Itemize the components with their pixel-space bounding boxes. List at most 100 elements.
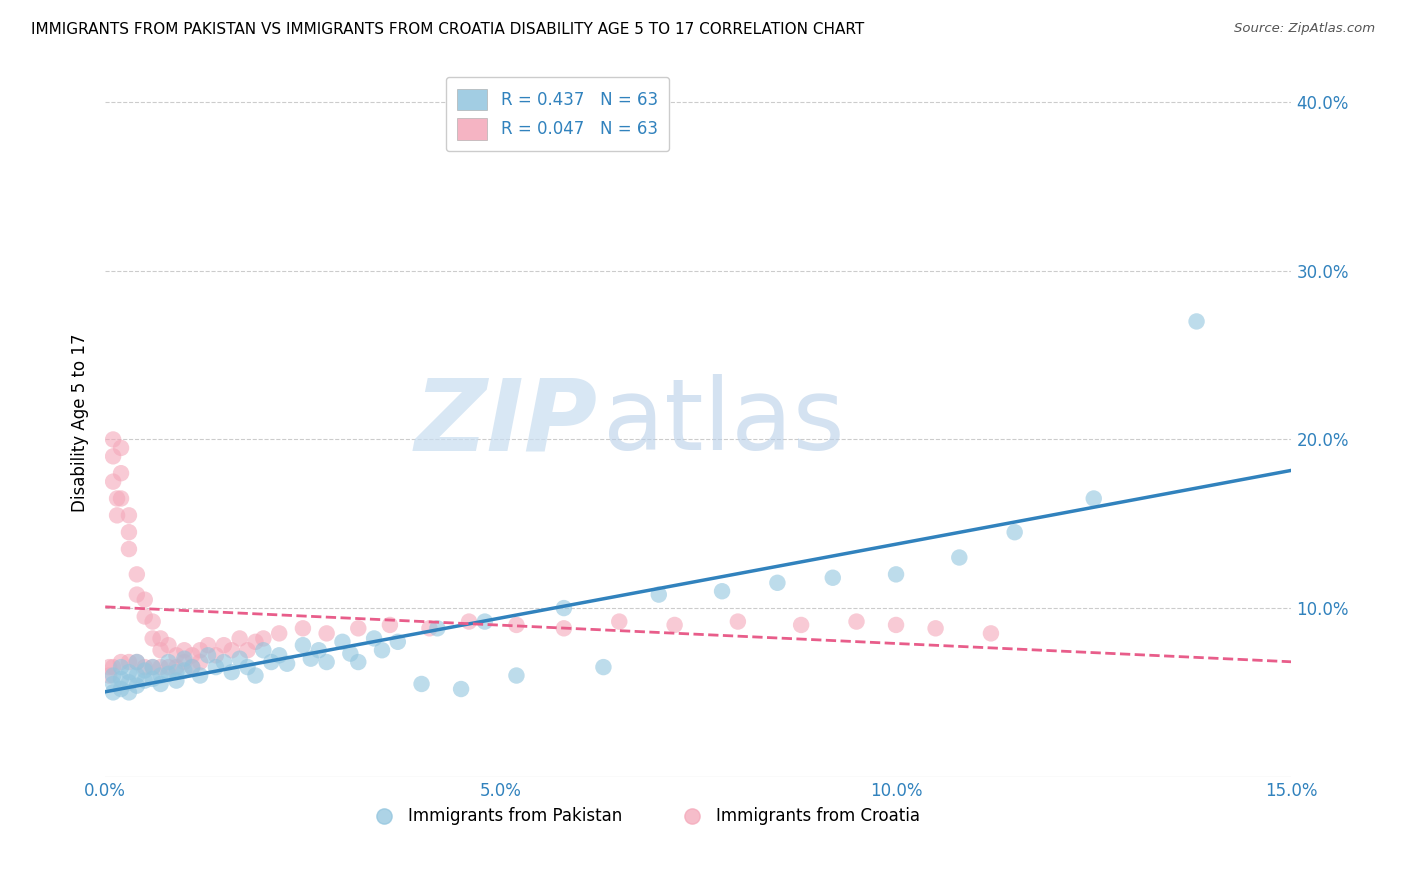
Point (181, 660, 204, 674)
Point (197, 648, 219, 663)
Point (173, 643, 195, 657)
Point (157, 655, 180, 669)
Point (252, 632, 274, 646)
Text: Immigrants from Croatia: Immigrants from Croatia (716, 806, 920, 824)
Point (149, 660, 172, 674)
Point (458, 615, 481, 629)
Point (291, 638, 314, 652)
Point (884, 618, 907, 632)
Point (766, 575, 789, 590)
Point (1185, 314, 1208, 328)
Point (212, 638, 235, 652)
Point (134, 609, 156, 624)
Point (245, 635, 267, 649)
Point (118, 685, 141, 699)
Point (110, 672, 132, 686)
Point (505, 618, 527, 632)
Point (188, 655, 211, 669)
Point (134, 673, 156, 688)
Point (110, 655, 132, 669)
Point (212, 655, 235, 669)
Point (142, 660, 165, 674)
Point (149, 632, 172, 646)
Point (134, 660, 156, 674)
Point (118, 508, 141, 523)
Point (110, 681, 132, 696)
Point (332, 635, 354, 649)
Point (607, 615, 630, 629)
Point (173, 655, 195, 669)
Point (142, 632, 165, 646)
Point (149, 643, 172, 657)
Point (269, 648, 291, 663)
Point (197, 638, 219, 652)
Point (821, 571, 844, 585)
Point (363, 632, 385, 646)
Point (188, 643, 211, 657)
Point (165, 648, 187, 663)
Point (553, 601, 575, 615)
Point (142, 660, 165, 674)
Text: Immigrants from Pakistan: Immigrants from Pakistan (408, 806, 621, 824)
Point (315, 655, 337, 669)
Point (105, 508, 128, 523)
Point (101, 450, 124, 464)
Point (221, 665, 243, 680)
Point (101, 433, 124, 447)
Point (269, 626, 291, 640)
Point (592, 660, 614, 674)
Point (648, 588, 671, 602)
Point (339, 647, 361, 661)
Text: ZIP: ZIP (415, 374, 598, 471)
Point (110, 491, 132, 506)
Point (165, 665, 187, 680)
Point (664, 618, 686, 632)
Point (101, 685, 124, 699)
Point (474, 615, 496, 629)
Point (157, 660, 180, 674)
Point (291, 621, 314, 635)
Point (315, 626, 337, 640)
Point (125, 655, 148, 669)
Point (110, 660, 132, 674)
Point (228, 651, 250, 665)
Point (134, 664, 156, 678)
Point (125, 679, 148, 693)
Point (134, 592, 156, 607)
Point (110, 466, 132, 480)
Point (236, 660, 259, 674)
Point (411, 677, 433, 691)
Point (118, 665, 141, 680)
Point (142, 615, 165, 629)
Point (308, 643, 330, 657)
Point (228, 632, 250, 646)
Point (173, 651, 195, 665)
Point (980, 626, 1002, 640)
Point (505, 668, 527, 682)
Point (118, 655, 141, 669)
Text: atlas: atlas (603, 374, 845, 471)
Point (125, 567, 148, 582)
Point (727, 615, 749, 629)
Point (157, 638, 180, 652)
Point (125, 668, 148, 682)
Point (553, 621, 575, 635)
Point (118, 525, 141, 540)
Point (205, 660, 228, 674)
Point (101, 475, 124, 489)
Point (142, 672, 165, 686)
Point (110, 441, 132, 455)
Point (165, 660, 187, 674)
Point (299, 651, 322, 665)
Point (418, 621, 440, 635)
Text: IMMIGRANTS FROM PAKISTAN VS IMMIGRANTS FROM CROATIA DISABILITY AGE 5 TO 17 CORRE: IMMIGRANTS FROM PAKISTAN VS IMMIGRANTS F… (31, 22, 865, 37)
Point (125, 588, 148, 602)
Point (1004, 525, 1026, 540)
Text: Source: ZipAtlas.com: Source: ZipAtlas.com (1234, 22, 1375, 36)
Point (149, 668, 172, 682)
Point (426, 621, 449, 635)
Y-axis label: Disability Age 5 to 17: Disability Age 5 to 17 (72, 334, 89, 512)
Point (181, 648, 204, 663)
Legend: R = 0.437   N = 63, R = 0.047   N = 63: R = 0.437 N = 63, R = 0.047 N = 63 (446, 77, 669, 152)
Point (101, 677, 124, 691)
